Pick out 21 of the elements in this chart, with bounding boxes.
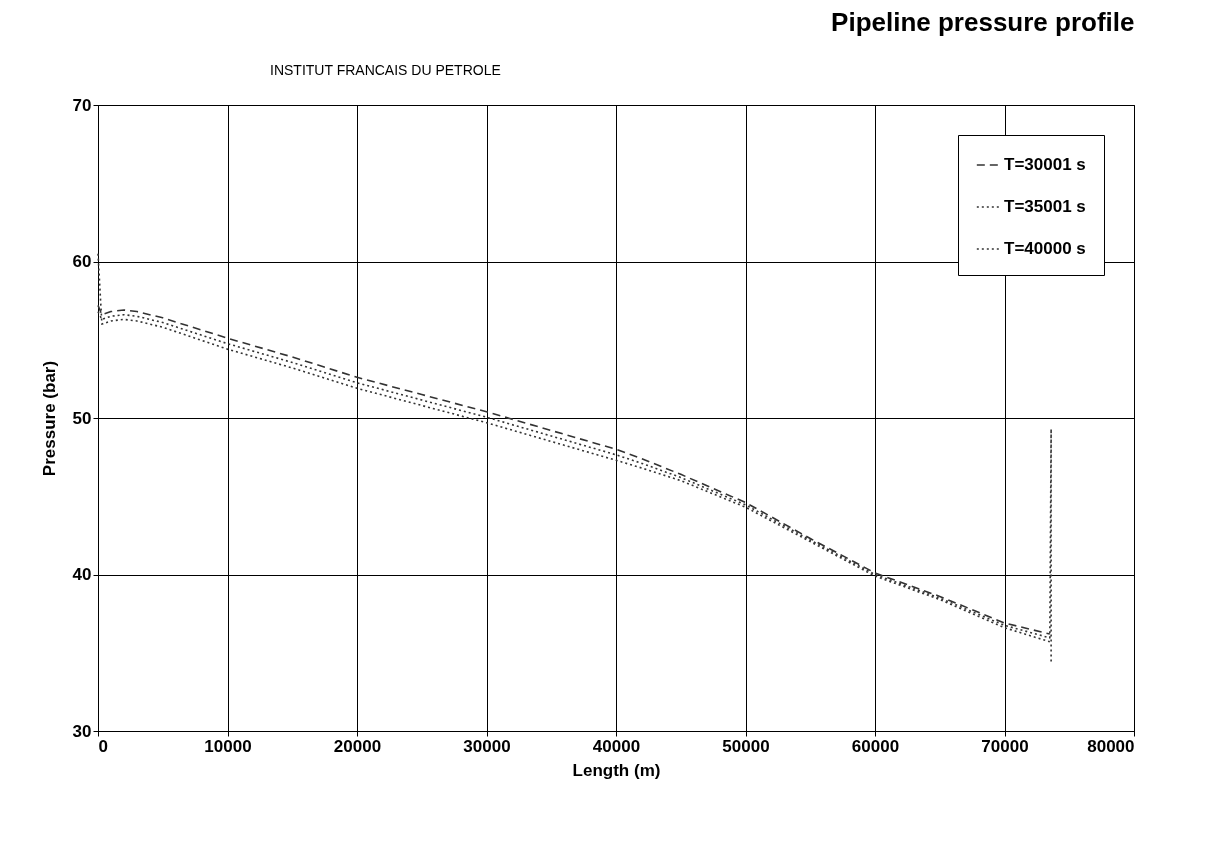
legend-label: T=30001 s <box>1004 155 1086 174</box>
y-tick-label: 40 <box>72 565 92 584</box>
x-tick-label: 80000 <box>1087 736 1135 756</box>
x-tick-label: 0 <box>98 736 108 756</box>
y-axis-title: Pressure (bar) <box>39 360 59 477</box>
x-tick-label: 50000 <box>722 736 770 756</box>
y-tick-label: 30 <box>72 721 92 741</box>
x-tick-label: 10000 <box>204 736 252 756</box>
text: INSTITUT FRANCAIS DU PETROLE <box>270 62 501 78</box>
legend-label: T=35001 s <box>1004 197 1086 216</box>
y-tick-label: 50 <box>72 408 92 428</box>
chart-title: Pipeline pressure profile <box>831 7 1135 37</box>
x-tick-label: 30000 <box>463 736 511 756</box>
x-tick-label: 40000 <box>592 736 641 756</box>
x-axis-title: Length (m) <box>572 760 661 780</box>
y-tick-label: 70 <box>72 95 92 115</box>
x-tick-label: 70000 <box>981 736 1029 756</box>
y-tick-label: 60 <box>72 252 92 271</box>
x-tick-label: 60000 <box>851 736 900 756</box>
x-tick-label: 20000 <box>333 736 382 756</box>
legend-label: T=40000 s <box>1004 239 1086 258</box>
